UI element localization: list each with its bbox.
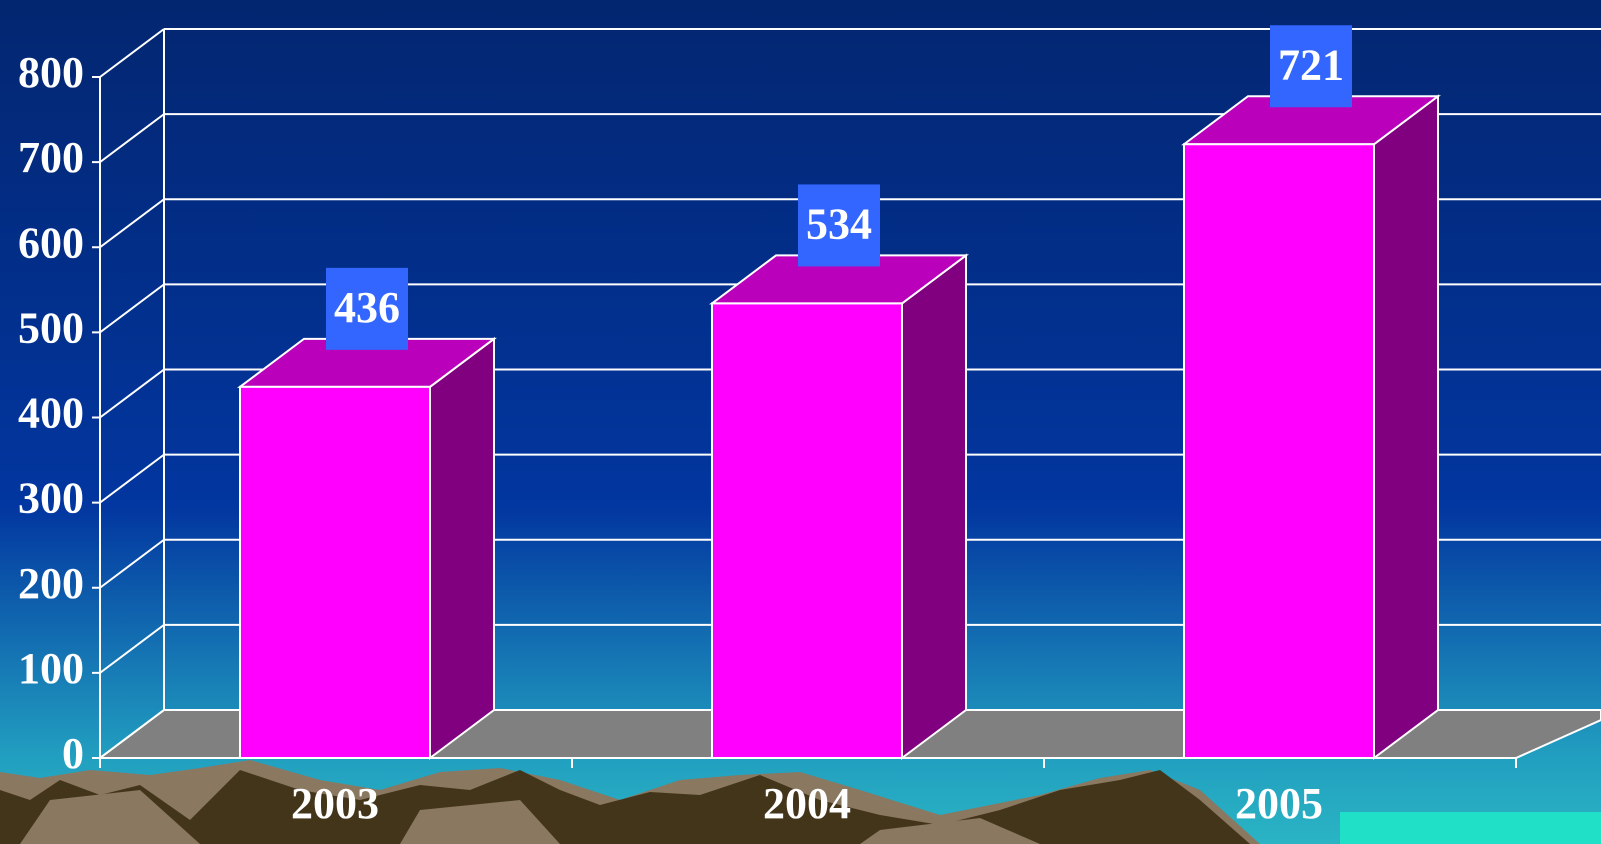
grid-line-side xyxy=(99,198,165,249)
bar-side xyxy=(1373,94,1439,760)
x-tick-label: 2003 xyxy=(291,779,379,828)
y-tick-label: 100 xyxy=(18,644,84,693)
grid-line-side xyxy=(99,538,165,589)
y-tick-label: 600 xyxy=(18,218,84,267)
y-tick-label: 800 xyxy=(18,48,84,97)
value-label-box xyxy=(326,267,408,350)
y-tick-label: 700 xyxy=(18,133,84,182)
grid-line-side xyxy=(99,28,165,78)
value-label-box xyxy=(798,184,880,267)
bar xyxy=(711,302,903,759)
grid-line-side xyxy=(99,624,165,674)
grid-line-side xyxy=(99,709,165,759)
value-label: 436 xyxy=(334,283,400,332)
grid-line-side xyxy=(99,283,165,334)
y-tick-label: 400 xyxy=(18,389,84,438)
rocks-decoration xyxy=(0,760,1601,844)
x-tick-label: 2005 xyxy=(1235,779,1323,828)
x-tick-label: 2004 xyxy=(763,779,851,828)
grid-line-side xyxy=(99,368,165,419)
bar-side xyxy=(901,253,967,760)
bar xyxy=(1183,143,1375,759)
value-label-box xyxy=(1270,25,1352,108)
y-tick-label: 0 xyxy=(62,729,84,778)
bar xyxy=(239,385,431,759)
y-tick-label: 500 xyxy=(18,303,84,352)
value-label: 721 xyxy=(1278,40,1344,89)
bar-side xyxy=(429,336,495,760)
grid-line-side xyxy=(99,113,165,163)
grid-line-side xyxy=(99,453,165,504)
y-tick-label: 200 xyxy=(18,559,84,608)
y-tick-label: 300 xyxy=(18,474,84,523)
value-label: 534 xyxy=(806,200,872,249)
